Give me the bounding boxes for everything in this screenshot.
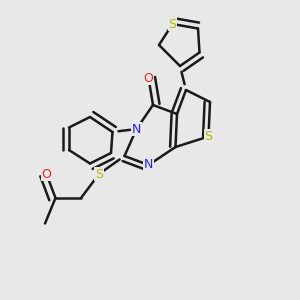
- Text: S: S: [169, 17, 176, 31]
- Text: S: S: [95, 167, 103, 181]
- Text: O: O: [144, 71, 153, 85]
- Text: S: S: [205, 130, 212, 143]
- Text: N: N: [132, 122, 141, 136]
- Text: N: N: [144, 158, 153, 172]
- Text: O: O: [42, 167, 51, 181]
